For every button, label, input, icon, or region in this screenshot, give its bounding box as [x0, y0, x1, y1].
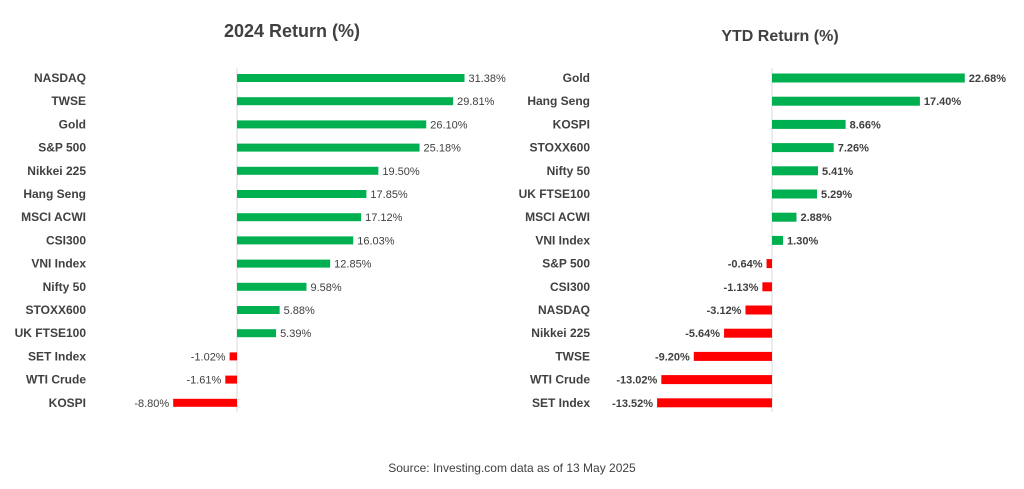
chart-2-data-label: -1.13% [724, 282, 759, 294]
chart-2-data-label: 17.40% [924, 96, 962, 108]
chart-1-bar [237, 74, 465, 82]
chart-2-category-label: TWSE [555, 349, 590, 363]
chart-1-bar [237, 190, 367, 198]
chart-1-title: 2024 Return (%) [224, 21, 360, 41]
chart-1-data-label: 26.10% [430, 119, 468, 131]
chart-1-bar [229, 352, 237, 361]
chart-1-data-label: 19.50% [382, 166, 420, 178]
chart-1-category-label: Nikkei 225 [27, 164, 86, 178]
chart-1-bar [237, 236, 354, 245]
chart-1-category-label: KOSPI [49, 396, 86, 410]
chart-1-category-label: TWSE [51, 94, 86, 108]
chart-2-category-label: Nifty 50 [547, 164, 591, 178]
chart-1-bar [237, 166, 379, 175]
chart-2-category-label: SET Index [532, 396, 590, 410]
chart-2-data-label: 22.68% [969, 73, 1007, 85]
chart-1-bar [237, 306, 280, 314]
chart-2-category-label: S&P 500 [542, 257, 590, 271]
chart-2-bar [772, 143, 834, 153]
chart-2-data-label: 1.30% [787, 235, 818, 247]
chart-1-category-label: Nifty 50 [43, 280, 87, 294]
chart-2-data-label: -3.12% [707, 305, 742, 317]
chart-2-data-label: -0.64% [728, 259, 763, 271]
chart-1-data-label: 25.18% [424, 143, 462, 155]
chart-2-bar [693, 351, 772, 361]
chart-1-data-label: -8.80% [134, 398, 169, 410]
chart-1-bar [237, 120, 427, 129]
source-note: Source: Investing.com data as of 13 May … [388, 461, 636, 475]
chart-2-category-label: WTI Crude [530, 373, 590, 387]
chart-2-bar [766, 259, 772, 269]
chart-2-bar [772, 235, 784, 245]
chart-1-data-label: 31.38% [469, 73, 507, 85]
chart-2-bar [772, 212, 797, 222]
chart-2-data-label: 5.41% [822, 166, 853, 178]
chart-1-category-label: Hang Seng [23, 187, 86, 201]
chart-1-data-label: 17.12% [365, 212, 403, 224]
chart-1-bar [237, 97, 454, 106]
chart-2-data-label: -13.52% [612, 398, 653, 410]
chart-2-bar [772, 189, 817, 199]
chart-1-data-label: 5.39% [280, 328, 311, 340]
chart-1-data-label: -1.61% [186, 375, 221, 387]
chart-1-data-label: 17.85% [370, 189, 408, 201]
chart-1-bar [237, 329, 277, 338]
chart-2-data-label: -9.20% [655, 351, 690, 363]
chart-2-category-label: CSI300 [550, 280, 590, 294]
chart-2-category-label: STOXX600 [530, 141, 591, 155]
chart-1-bar [237, 259, 331, 268]
chart-2-data-label: 2.88% [800, 212, 831, 224]
chart-2-bar [772, 166, 818, 176]
chart-1-category-label: STOXX600 [26, 303, 87, 317]
chart-2-data-label: 5.29% [821, 189, 852, 201]
chart-2-data-label: 8.66% [850, 119, 881, 131]
chart-1-category-label: S&P 500 [38, 141, 86, 155]
chart-1-category-label: UK FTSE100 [15, 326, 87, 340]
chart-2-category-label: MSCI ACWI [525, 210, 590, 224]
chart-2-title: YTD Return (%) [721, 28, 838, 45]
chart-2-bar [657, 398, 772, 408]
chart-1-bar [237, 282, 307, 291]
chart-2-category-label: Gold [563, 71, 590, 85]
chart-1-category-label: SET Index [28, 349, 86, 363]
chart-1-bar [237, 143, 420, 152]
chart-2-bar [772, 73, 965, 83]
chart-1-data-label: 9.58% [310, 282, 341, 294]
chart-1-data-label: 5.88% [284, 305, 315, 317]
chart-2-bar [772, 119, 846, 129]
chart-1-category-label: WTI Crude [26, 373, 86, 387]
chart-1-data-label: 12.85% [334, 259, 372, 271]
chart-1-category-label: VNI Index [31, 257, 86, 271]
chart-2-bar [745, 305, 772, 315]
chart-2-data-label: -5.64% [685, 328, 720, 340]
chart-2-bar [762, 282, 772, 292]
chart-1-category-label: CSI300 [46, 233, 86, 247]
chart-2-category-label: VNI Index [535, 233, 590, 247]
chart-1-bar [225, 375, 237, 384]
chart-2-bar [661, 375, 772, 385]
chart-1-category-label: NASDAQ [34, 71, 86, 85]
chart-1-bar [173, 398, 237, 407]
chart-2-bar [724, 328, 772, 338]
chart-1-category-label: Gold [59, 117, 86, 131]
chart-1-data-label: 29.81% [457, 96, 495, 108]
chart-2-category-label: NASDAQ [538, 303, 590, 317]
chart-2-category-label: Hang Seng [527, 94, 590, 108]
chart-2-category-label: UK FTSE100 [519, 187, 591, 201]
chart-1-bar [237, 213, 362, 222]
chart-2-category-label: Nikkei 225 [531, 326, 590, 340]
chart-2-data-label: -13.02% [616, 375, 657, 387]
chart-1-category-label: MSCI ACWI [21, 210, 86, 224]
chart-1-data-label: 16.03% [357, 235, 395, 247]
chart-2-bar [772, 96, 920, 106]
chart-2-data-label: 7.26% [838, 143, 869, 155]
chart-1-data-label: -1.02% [191, 351, 226, 363]
chart-2-category-label: KOSPI [553, 117, 590, 131]
